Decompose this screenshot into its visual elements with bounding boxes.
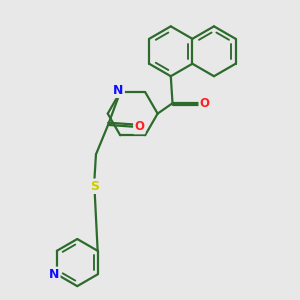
Text: S: S bbox=[90, 180, 99, 193]
Text: N: N bbox=[49, 268, 59, 281]
Text: O: O bbox=[200, 97, 210, 110]
Text: N: N bbox=[113, 84, 124, 97]
Text: O: O bbox=[134, 120, 144, 133]
